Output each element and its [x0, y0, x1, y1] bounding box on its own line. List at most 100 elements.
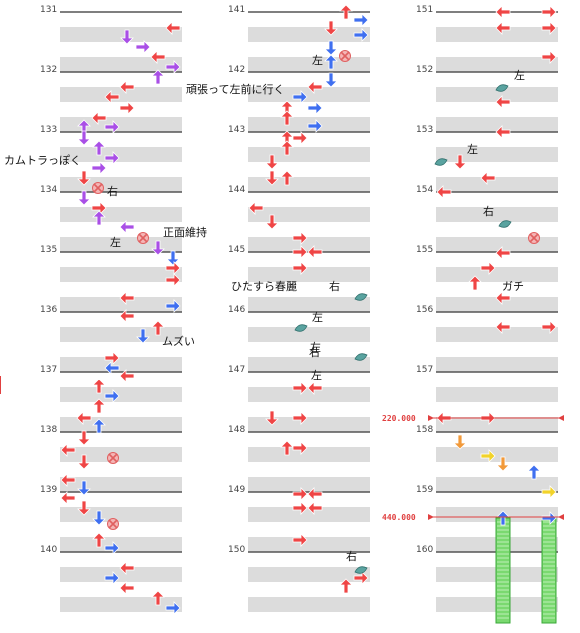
arrow-note — [353, 13, 369, 27]
measure-number: 132 — [40, 65, 58, 75]
arrow-note — [495, 246, 511, 260]
mine-note — [107, 518, 119, 530]
arrow-note — [541, 320, 557, 334]
measure-number: 137 — [40, 365, 58, 375]
beat-stripe — [436, 117, 558, 132]
arrow-note — [165, 299, 181, 313]
arrow-note — [60, 491, 76, 505]
arrow-note — [292, 261, 308, 275]
arrow-note — [92, 210, 106, 226]
chart-comment: ムズい — [162, 335, 195, 348]
arrow-note — [151, 69, 165, 85]
measure-number: 135 — [40, 245, 58, 255]
measure-number: 140 — [40, 545, 58, 555]
arrow-note — [265, 154, 279, 170]
bpm-change-markers — [0, 376, 564, 520]
arrow-note — [280, 140, 294, 156]
beat-stripe — [60, 537, 182, 552]
arrow-note — [292, 90, 308, 104]
beat-stripe — [436, 357, 558, 372]
measure-number: 133 — [40, 125, 58, 135]
arrow-note — [166, 250, 180, 266]
chart-comment: 左 — [312, 54, 323, 67]
arrow-note — [292, 411, 308, 425]
arrow-note — [265, 214, 279, 230]
beat-stripe — [60, 447, 182, 462]
beat-stripe — [436, 27, 558, 42]
measure-number: 156 — [416, 305, 434, 315]
arrow-note — [151, 240, 165, 256]
beat-stripe — [60, 357, 182, 372]
arrow-note — [165, 261, 181, 275]
beat-stripe — [248, 327, 370, 342]
arrow-note — [307, 119, 323, 133]
arrow-note — [495, 21, 511, 35]
measure-number: 152 — [416, 65, 434, 75]
arrow-note — [307, 245, 323, 259]
beat-stripe — [248, 387, 370, 402]
arrow-note — [495, 320, 511, 334]
arrow-note — [77, 190, 91, 206]
measure-number: 151 — [416, 5, 434, 15]
arrow-note — [292, 487, 308, 501]
beat-stripe — [248, 147, 370, 162]
arrow-note — [60, 473, 76, 487]
freeze-head — [541, 511, 557, 525]
arrow-note — [307, 487, 323, 501]
beat-stripe — [436, 447, 558, 462]
bpm-value: 440.000 — [382, 513, 416, 522]
chart-comment: 左 — [311, 369, 322, 382]
arrow-note — [92, 398, 106, 414]
beat-stripe — [248, 297, 370, 312]
beat-stripe — [248, 27, 370, 42]
arrow-note — [165, 601, 181, 615]
arrow-note — [104, 361, 120, 375]
arrow-note — [151, 320, 165, 336]
arrow-note — [92, 140, 106, 156]
body-turn-marker — [354, 353, 368, 361]
measure-number: 141 — [228, 5, 246, 15]
beat-stripe — [60, 87, 182, 102]
arrow-note — [453, 154, 467, 170]
beat-stripe — [60, 147, 182, 162]
arrow-note — [92, 510, 106, 526]
measure-number: 139 — [40, 485, 58, 495]
arrow-note — [91, 111, 107, 125]
arrow-note — [307, 501, 323, 515]
arrow-note — [495, 125, 511, 139]
chart-comment: 右 — [346, 550, 357, 563]
beat-stripe — [248, 237, 370, 252]
arrow-note — [453, 434, 467, 450]
measure-number: 159 — [416, 485, 434, 495]
arrow-note — [104, 389, 120, 403]
beat-stripe — [60, 207, 182, 222]
beat-stripe — [60, 297, 182, 312]
arrow-note — [119, 561, 135, 575]
chart-comment: 左 — [514, 69, 525, 82]
arrow-note — [76, 411, 92, 425]
arrow-note — [436, 185, 452, 199]
beat-stripe — [436, 327, 558, 342]
arrow-note — [60, 443, 76, 457]
arrow-note — [165, 273, 181, 287]
beat-stripe — [248, 507, 370, 522]
measure-grid — [60, 11, 558, 612]
measure-number: 150 — [228, 545, 246, 555]
arrow-note — [292, 231, 308, 245]
beat-stripe — [60, 477, 182, 492]
arrow-note — [119, 369, 135, 383]
beat-stripe — [248, 477, 370, 492]
body-turn-marker — [354, 566, 368, 574]
arrow-note — [307, 80, 323, 94]
arrow-note — [77, 454, 91, 470]
arrow-note — [92, 532, 106, 548]
chart-comment: 左 — [310, 341, 321, 354]
arrow-note — [339, 578, 353, 594]
beat-stripe — [248, 597, 370, 612]
measure-number: 153 — [416, 125, 434, 135]
beat-stripe — [60, 237, 182, 252]
arrow-note — [119, 309, 135, 323]
